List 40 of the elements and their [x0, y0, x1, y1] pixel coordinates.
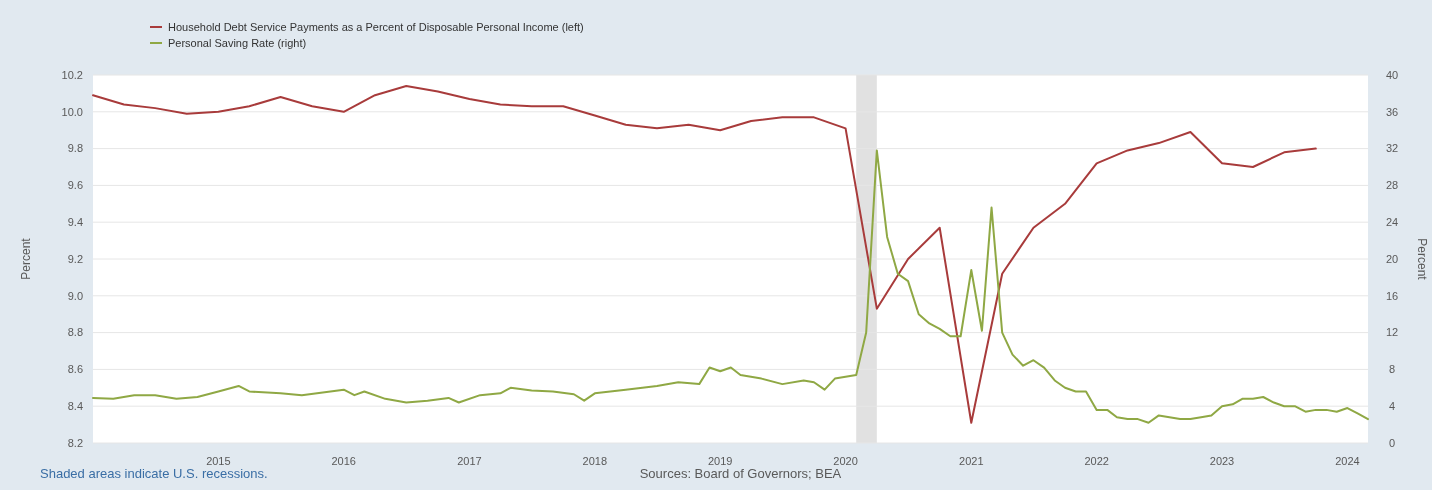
source-note: Sources: Board of Governors; BEA: [639, 466, 842, 481]
x-tick-label: 2016: [331, 455, 356, 467]
y-tick-label: 9.2: [67, 252, 83, 265]
y2-tick-label: 12: [1385, 326, 1399, 339]
y-tick-label: 8.4: [67, 400, 83, 413]
x-tick-label: 2015: [206, 455, 231, 467]
y-tick-label: 8.6: [67, 363, 83, 376]
line-series: [92, 149, 1369, 424]
legend-label: Household Debt Service Payments as a Percent of Disposable Personal Income (left): [168, 21, 584, 33]
y-tick-label: 9.4: [67, 216, 83, 229]
y2-tick-label: 28: [1385, 179, 1399, 192]
y2-axis-title: Percent: [1415, 238, 1429, 281]
y2-tick-label: 20: [1385, 252, 1399, 265]
y-tick-label: 10.2: [61, 68, 83, 81]
y2-tick-label: 36: [1385, 105, 1399, 118]
y-tick-label: 9.8: [67, 142, 83, 155]
x-tick-label: 2020: [833, 455, 858, 467]
x-tick-label: 2023: [1209, 455, 1235, 467]
legend-label: Personal Saving Rate (right): [168, 37, 307, 49]
y2-tick-label: 4: [1388, 400, 1396, 413]
x-tick-label: 2018: [582, 455, 608, 467]
y-tick-label: 10.0: [61, 105, 83, 118]
y-tick-label: 9.0: [67, 289, 83, 302]
y-axis-title: Percent: [19, 237, 33, 280]
y2-tick-label: 0: [1388, 436, 1396, 449]
x-tick-label: 2017: [457, 455, 482, 467]
x-tick-label: 2022: [1084, 455, 1109, 467]
y-tick-label: 9.6: [67, 179, 83, 192]
x-tick-label: 2019: [707, 455, 733, 467]
y-tick-label: 8.8: [67, 326, 83, 339]
text: Shaded areas indicate U.S. recessions.: [40, 466, 268, 481]
line-series: [92, 85, 1317, 424]
y2-tick-label: 24: [1385, 216, 1399, 229]
y2-tick-label: 16: [1385, 289, 1399, 302]
y-tick-label: 8.2: [67, 436, 83, 449]
x-tick-label: 2021: [959, 455, 984, 467]
y2-tick-label: 40: [1385, 68, 1399, 81]
y2-tick-label: 32: [1385, 142, 1399, 155]
x-tick-label: 2024: [1335, 455, 1360, 467]
y2-tick-label: 8: [1388, 363, 1396, 376]
